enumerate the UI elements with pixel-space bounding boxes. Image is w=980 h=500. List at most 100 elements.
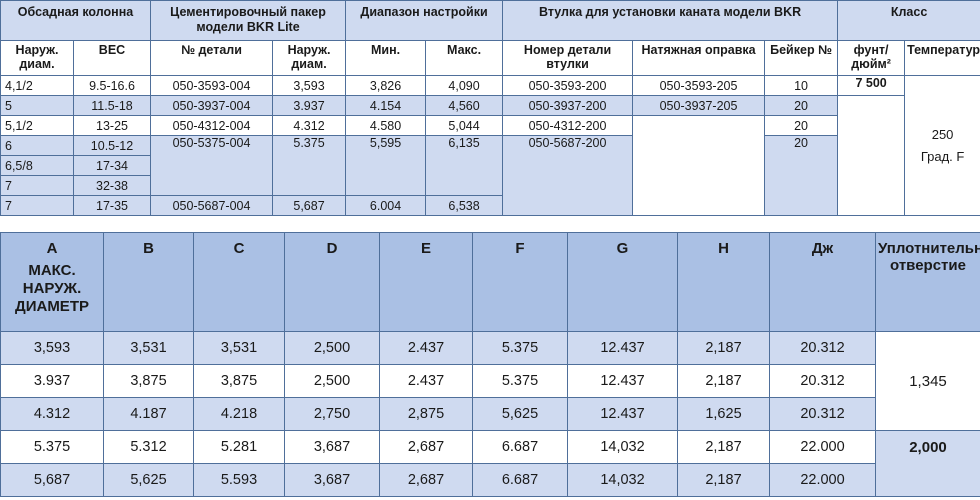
cell-e: 2.437 xyxy=(379,364,473,398)
cell-min: 3,826 xyxy=(345,75,427,96)
cell-max: 4,090 xyxy=(425,75,504,96)
cell-casing-od: 7 xyxy=(0,175,74,196)
cell-c: 3,531 xyxy=(193,331,285,365)
cell-casing-od: 5,1/2 xyxy=(0,115,74,136)
cell-a: 5,687 xyxy=(0,463,104,497)
header-seal-bore: Уплотнительное отверстие xyxy=(875,232,980,332)
table-row: 5 11.5-18 050-3937-004 3.937 4.154 4,560… xyxy=(0,95,980,216)
cell-h: 2,187 xyxy=(677,364,770,398)
table-row: 6 10.5-12 050-5375-004 5.375 5,595 6,135… xyxy=(0,135,980,216)
subheader-part-number: № детали xyxy=(150,40,274,76)
cell-b: 5.312 xyxy=(103,430,194,464)
cell-f: 5.375 xyxy=(472,364,568,398)
cell-weight: 10.5-12 xyxy=(72,135,152,156)
cell-j: 20.312 xyxy=(769,364,876,398)
subheader-sleeve-part-number: Номер детали втулки xyxy=(502,40,634,76)
group-header-class: Класс xyxy=(837,0,980,41)
cell-g: 12.437 xyxy=(567,397,678,431)
cell-f: 5,625 xyxy=(472,397,568,431)
table-row: 5,687 5,625 5.593 3,687 2,687 6.687 14,0… xyxy=(0,463,980,497)
cell-weight: 17-34 xyxy=(72,155,152,176)
cell-min: 5,595 xyxy=(345,135,427,196)
cell-max: 6,538 xyxy=(425,195,504,216)
cell-f: 5.375 xyxy=(472,331,568,365)
cell-h: 2,187 xyxy=(677,463,770,497)
cell-baker-number: 20 xyxy=(764,95,839,116)
table-row: 4,1/2 9.5-16.6 050-3593-004 3,593 3,826 … xyxy=(0,75,980,216)
cell-tension-mandrel: 050-3937-205 xyxy=(632,95,766,116)
cell-f: 6.687 xyxy=(472,430,568,464)
cell-d: 3,687 xyxy=(284,430,380,464)
cell-d: 2,500 xyxy=(284,364,380,398)
header-c: C xyxy=(193,232,285,332)
subheader-min: Мин. xyxy=(345,40,427,76)
cell-sleeve-part-number: 050-4312-200 xyxy=(502,115,634,136)
cell-min: 4.154 xyxy=(345,95,427,116)
header-f: F xyxy=(472,232,568,332)
group-header-setting-range: Диапазон настройки xyxy=(345,0,504,41)
cell-max: 6,135 xyxy=(425,135,504,196)
header-a: A МАКС. НАРУЖ. ДИАМЕТР xyxy=(0,232,104,332)
cell-min: 4.580 xyxy=(345,115,427,136)
cell-part-number: 050-5375-004 xyxy=(150,135,274,196)
table-row: 4.312 4.187 4.218 2,750 2,875 5,625 12.4… xyxy=(0,397,980,431)
cell-b: 5,625 xyxy=(103,463,194,497)
casing-spec-table: Обсадная колонна Цементировочный пакер м… xyxy=(0,0,980,216)
cell-sleeve-part-number: 050-3937-200 xyxy=(502,95,634,116)
cell-part-number: 050-3937-004 xyxy=(150,95,274,116)
cell-casing-od: 7 xyxy=(0,195,74,216)
cell-weight: 17-35 xyxy=(72,195,152,216)
cell-e: 2,687 xyxy=(379,463,473,497)
header-a-letter: A xyxy=(46,240,58,257)
cell-weight: 9.5-16.6 xyxy=(72,75,152,96)
cell-j: 20.312 xyxy=(769,397,876,431)
cell-h: 1,625 xyxy=(677,397,770,431)
cell-part-number: 050-3593-004 xyxy=(150,75,274,96)
cell-a: 5.375 xyxy=(0,430,104,464)
cell-weight: 32-38 xyxy=(72,175,152,196)
cell-e: 2.437 xyxy=(379,331,473,365)
cell-baker-number: 20 xyxy=(764,135,839,216)
table-row: 5,1/2 13-25 050-4312-004 4.312 4.580 5,0… xyxy=(0,115,980,216)
cell-tension-mandrel: 050-3593-205 xyxy=(632,75,766,96)
cell-a: 4.312 xyxy=(0,397,104,431)
header-h: H xyxy=(677,232,770,332)
cell-packer-od: 3,593 xyxy=(272,75,347,96)
cell-g: 14,032 xyxy=(567,430,678,464)
cell-g: 14,032 xyxy=(567,463,678,497)
cell-part-number: 050-5687-004 xyxy=(150,195,274,216)
cell-e: 2,875 xyxy=(379,397,473,431)
cell-packer-od: 5,687 xyxy=(272,195,347,216)
cell-part-number: 050-4312-004 xyxy=(150,115,274,136)
cell-weight: 13-25 xyxy=(72,115,152,136)
cell-c: 5.593 xyxy=(193,463,285,497)
cell-seal-bore: 1,345 xyxy=(875,331,980,431)
cell-packer-od: 3.937 xyxy=(272,95,347,116)
cell-sleeve-part-number: 050-3593-200 xyxy=(502,75,634,96)
cell-baker-number: 10 xyxy=(764,75,839,96)
cell-tension-mandrel-empty xyxy=(632,115,766,216)
cell-b: 3,531 xyxy=(103,331,194,365)
temperature-value: 250 xyxy=(931,126,954,142)
header-b: B xyxy=(103,232,194,332)
cell-d: 2,750 xyxy=(284,397,380,431)
header-g: G xyxy=(567,232,678,332)
subheader-max: Макс. xyxy=(425,40,504,76)
cell-casing-od: 4,1/2 xyxy=(0,75,74,96)
cell-a: 3,593 xyxy=(0,331,104,365)
table-row: 3,593 3,531 3,531 2,500 2.437 5.375 12.4… xyxy=(0,331,980,431)
cell-weight: 11.5-18 xyxy=(72,95,152,116)
cell-j: 22.000 xyxy=(769,430,876,464)
subheader-baker-number: Бейкер № xyxy=(764,40,839,76)
cell-packer-od: 5.375 xyxy=(272,135,347,196)
table-row: 3.937 3,875 3,875 2,500 2.437 5.375 12.4… xyxy=(0,364,980,398)
group-header-packer: Цементировочный пакер модели BKR Lite xyxy=(150,0,347,41)
cell-d: 2,500 xyxy=(284,331,380,365)
header-d: D xyxy=(284,232,380,332)
cell-temperature: 250 Град. F xyxy=(904,75,980,216)
dimensions-table: A МАКС. НАРУЖ. ДИАМЕТР B C D E F G H Дж … xyxy=(0,232,980,497)
cell-baker-number: 20 xyxy=(764,115,839,136)
subheader-packer-od: Наруж. диам. xyxy=(272,40,347,76)
cell-g: 12.437 xyxy=(567,331,678,365)
cell-f: 6.687 xyxy=(472,463,568,497)
